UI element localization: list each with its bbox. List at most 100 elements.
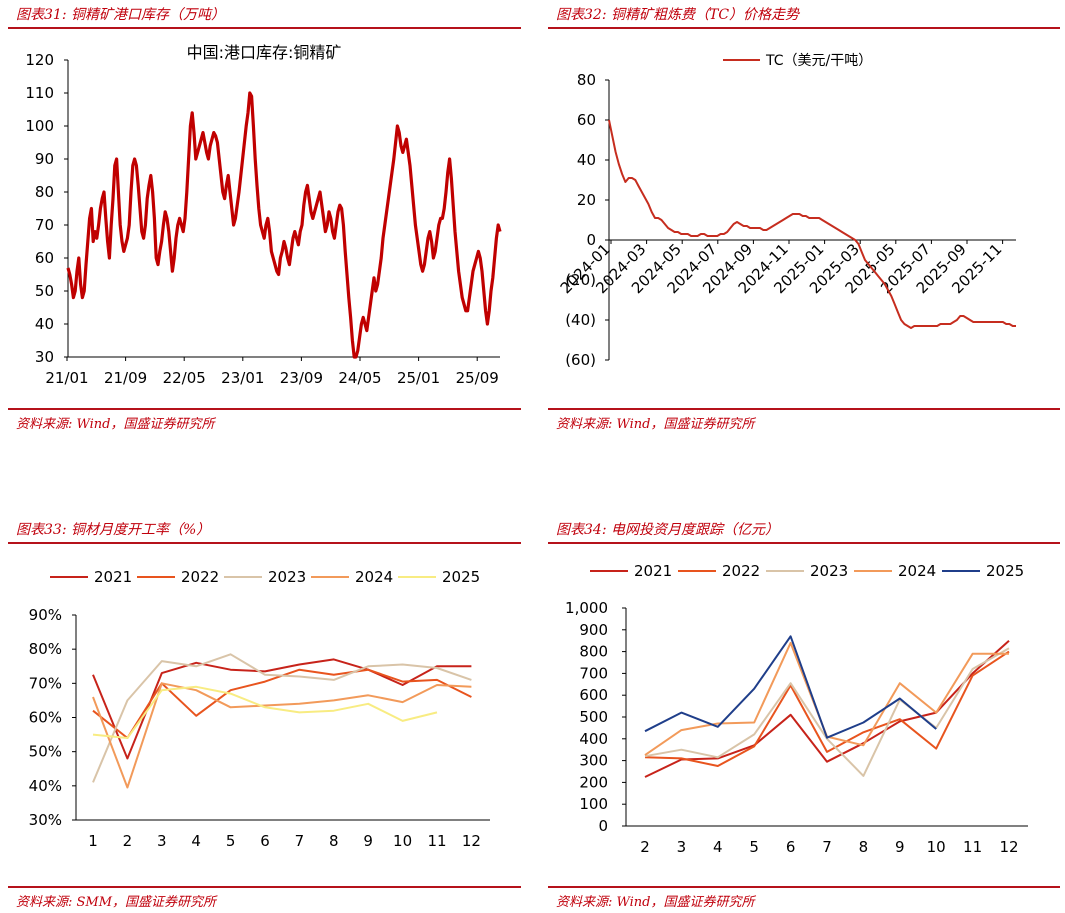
y-tick-label: 0 [586,231,596,249]
tc-series-line [608,119,1016,329]
y-tick-label: 60 [577,111,596,129]
y-tick-label: 20 [577,191,596,209]
x-tick-label: 5 [226,832,236,850]
source-rule [548,886,1060,888]
series-line-2023 [92,653,472,783]
legend-label: 2021 [634,562,672,580]
y-tick-label: 200 [579,773,608,791]
y-tick-label: 80 [35,183,54,201]
series-line-2022 [644,650,1010,767]
y-tick-label: 40% [29,777,62,795]
y-tick-label: 110 [25,84,54,102]
legend-label: TC（美元/干吨） [765,53,872,69]
x-tick-label: 11 [427,832,446,850]
x-tick-label: 6 [260,832,270,850]
source-note: 资料来源: Wind，国盛证券研究所 [556,417,755,432]
x-tick-label: 24/05 [338,369,381,387]
x-tick-label: 4 [191,832,201,850]
legend-label: 2021 [94,568,132,586]
title-rule [8,542,521,544]
legend-label: 2025 [442,568,480,586]
x-tick-label: 9 [363,832,373,850]
x-tick-label: 10 [927,838,946,856]
x-tick-label: 12 [462,832,481,850]
y-tick-label: 30% [29,811,62,829]
source-rule [8,408,521,410]
x-tick-label: 6 [786,838,796,856]
x-tick-label: 22/05 [163,369,206,387]
y-tick-label: 40 [577,151,596,169]
x-tick-label: 2 [640,838,650,856]
x-tick-label: 11 [963,838,982,856]
y-tick-label: (20) [565,271,596,289]
y-tick-label: 80 [577,71,596,89]
x-tick-label: 21/09 [104,369,147,387]
x-tick-label: 5 [749,838,759,856]
y-tick-label: 90% [29,606,62,624]
source-note: 资料来源: Wind，国盛证券研究所 [16,417,215,432]
x-tick-label: 1 [88,832,98,850]
legend-label: 2023 [810,562,848,580]
y-tick-label: 80% [29,640,62,658]
y-tick-label: 100 [579,795,608,813]
x-tick-label: 8 [329,832,339,850]
panel-title-31: 图表31: 铜精矿港口库存（万吨） [16,7,225,23]
legend-label: 2024 [898,562,936,580]
x-tick-label: 4 [713,838,723,856]
source-rule [548,408,1060,410]
y-tick-label: 70% [29,674,62,692]
x-tick-label: 10 [393,832,412,850]
source-note: 资料来源: SMM，国盛证券研究所 [16,895,217,910]
legend-label: 2022 [722,562,760,580]
x-tick-label: 3 [157,832,167,850]
x-tick-label: 3 [677,838,687,856]
title-rule [548,27,1060,29]
x-tick-label: 7 [295,832,305,850]
y-tick-label: 300 [579,752,608,770]
y-tick-label: 600 [579,686,608,704]
y-tick-label: 1,000 [565,599,608,617]
legend-label: 2023 [268,568,306,586]
series-line-2024 [92,682,472,789]
x-tick-label: 9 [895,838,905,856]
series-line-2025 [92,685,438,739]
series-line-2023 [644,647,1010,777]
y-tick-label: 50 [35,282,54,300]
y-tick-label: 120 [25,51,54,69]
legend-label: 2025 [986,562,1024,580]
y-tick-label: 90 [35,150,54,168]
y-tick-label: (60) [565,351,596,369]
y-tick-label: 50% [29,743,62,761]
legend-label: 2024 [355,568,393,586]
x-tick-label: 12 [999,838,1018,856]
x-tick-label: 25/09 [456,369,499,387]
y-tick-label: 60% [29,709,62,727]
y-tick-label: 60 [35,249,54,267]
inventory-series-line [66,91,502,359]
series-line-2025 [644,635,937,739]
y-tick-label: 900 [579,621,608,639]
y-tick-label: 70 [35,216,54,234]
title-rule [8,27,521,29]
source-note: 资料来源: Wind，国盛证券研究所 [556,895,755,910]
chart-title: 中国:港口库存:铜精矿 [187,43,342,62]
x-tick-label: 2 [123,832,133,850]
y-tick-label: 100 [25,117,54,135]
y-tick-label: (40) [565,311,596,329]
y-tick-label: 40 [35,315,54,333]
panel-title-32: 图表32: 铜精矿粗炼费（TC）价格走势 [556,7,800,23]
x-tick-label: 21/01 [45,369,88,387]
series-line-2021 [644,639,1010,778]
legend-label: 2022 [181,568,219,586]
x-tick-label: 25/01 [397,369,440,387]
x-tick-label: 23/01 [221,369,264,387]
x-tick-label: 8 [859,838,869,856]
panel-title-34: 图表34: 电网投资月度跟踪（亿元） [556,522,779,538]
y-tick-label: 400 [579,730,608,748]
panel-title-33: 图表33: 铜材月度开工率（%） [16,522,211,538]
y-tick-label: 800 [579,643,608,661]
